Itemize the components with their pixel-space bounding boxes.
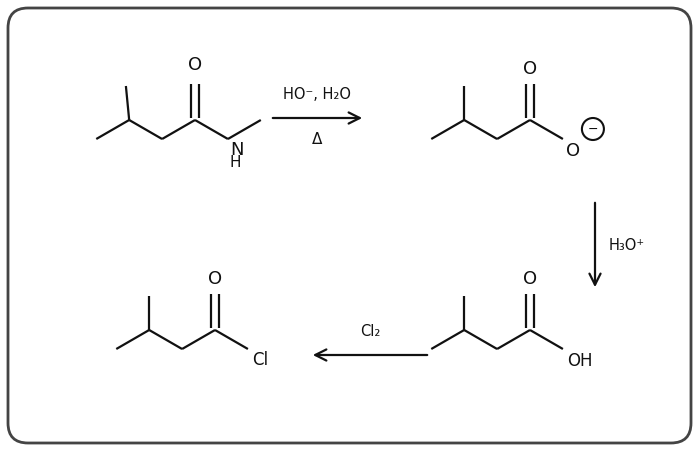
Text: HO⁻, H₂O: HO⁻, H₂O	[283, 87, 351, 102]
Text: −: −	[588, 123, 598, 135]
Text: Cl: Cl	[252, 351, 268, 369]
Text: O: O	[208, 270, 222, 288]
Text: H: H	[230, 155, 241, 170]
Text: Cl₂: Cl₂	[360, 324, 380, 339]
Text: O: O	[188, 56, 202, 74]
Text: O: O	[523, 270, 537, 288]
Text: H₃O⁺: H₃O⁺	[609, 238, 645, 253]
FancyBboxPatch shape	[8, 8, 691, 443]
Text: N: N	[230, 141, 243, 159]
Text: OH: OH	[567, 352, 593, 370]
Text: Δ: Δ	[312, 132, 322, 147]
Text: O: O	[566, 142, 580, 160]
Text: O: O	[523, 60, 537, 78]
